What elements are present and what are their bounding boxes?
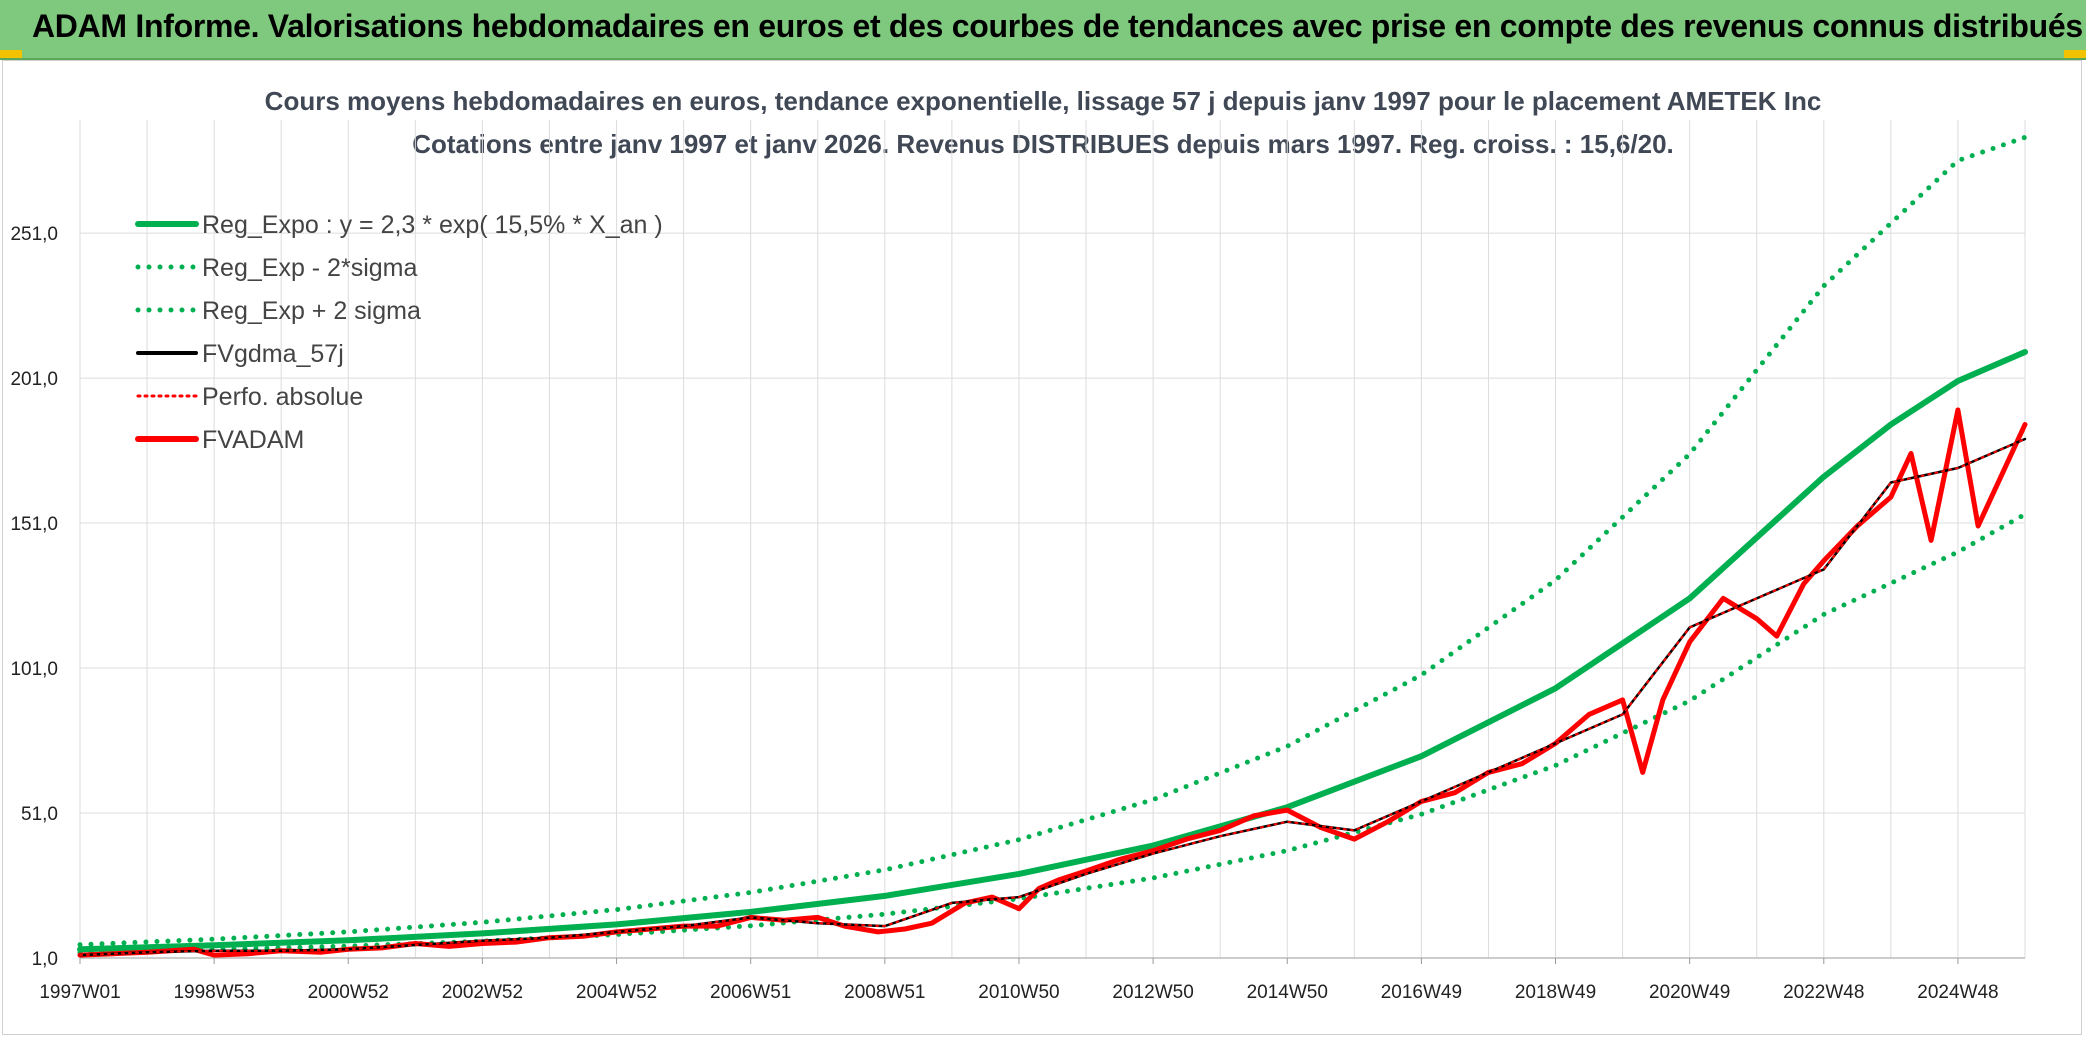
series-line-0 xyxy=(77,349,2028,953)
chart-subtitle: Cotations entre janv 1997 et janv 2026. … xyxy=(412,129,1674,159)
x-tick-label: 2002W52 xyxy=(442,982,523,1003)
x-tick-label: 2020W49 xyxy=(1649,982,1730,1003)
x-tick-label: 2000W52 xyxy=(308,982,389,1003)
y-tick-label: 1,0 xyxy=(32,949,58,970)
y-tick-label: 251,0 xyxy=(10,224,58,245)
y-tick-label: 101,0 xyxy=(10,659,58,680)
legend-label: Reg_Exp + 2 sigma xyxy=(202,297,421,325)
x-tick-label: 1997W01 xyxy=(39,982,120,1003)
legend-label: Perfo. absolue xyxy=(202,383,363,411)
x-tick-label: 1998W53 xyxy=(173,982,254,1003)
x-tick-label: 2014W50 xyxy=(1247,982,1328,1003)
legend-label: Reg_Expo : y = 2,3 * exp( 15,5% * X_an ) xyxy=(202,211,663,239)
x-tick-label: 2006W51 xyxy=(710,982,791,1003)
x-tick-label: 2010W50 xyxy=(978,982,1059,1003)
series-line-5 xyxy=(77,407,2028,958)
series-line-2 xyxy=(77,134,2028,948)
chart-frame xyxy=(2,60,2082,1035)
legend-label: FVADAM xyxy=(202,426,304,454)
x-tick-label: 2016W49 xyxy=(1381,982,1462,1003)
chart-legend: Reg_Expo : y = 2,3 * exp( 15,5% * X_an )… xyxy=(135,211,663,454)
x-tick-label: 2018W49 xyxy=(1515,982,1596,1003)
y-tick-label: 51,0 xyxy=(21,804,58,825)
series-line-4 xyxy=(79,438,2026,957)
legend-label: FVgdma_57j xyxy=(202,340,344,368)
legend-label: Reg_Exp - 2*sigma xyxy=(202,254,417,282)
x-tick-label: 2022W48 xyxy=(1783,982,1864,1003)
x-tick-label: 2024W48 xyxy=(1917,982,1998,1003)
x-tick-label: 2004W52 xyxy=(576,982,657,1003)
x-tick-label: 2012W50 xyxy=(1112,982,1193,1003)
corner-mark-left xyxy=(0,50,22,58)
chart-series xyxy=(77,134,2028,958)
y-tick-label: 151,0 xyxy=(10,514,58,535)
x-tick-label: 2008W51 xyxy=(844,982,925,1003)
series-line-3 xyxy=(78,437,2027,957)
header-banner: ADAM Informe. Valorisations hebdomadaire… xyxy=(0,0,2086,60)
chart-grid xyxy=(79,120,2026,959)
y-tick-label: 201,0 xyxy=(10,369,58,390)
chart-title: Cours moyens hebdomadaires en euros, ten… xyxy=(264,86,1822,116)
header-title: ADAM Informe. Valorisations hebdomadaire… xyxy=(32,8,2083,44)
chart-axes: 1,0 51,0 101,0 151,0 201,0 251,0 1997W01 1998W5… xyxy=(10,224,2025,1003)
corner-mark-right xyxy=(2064,50,2086,58)
